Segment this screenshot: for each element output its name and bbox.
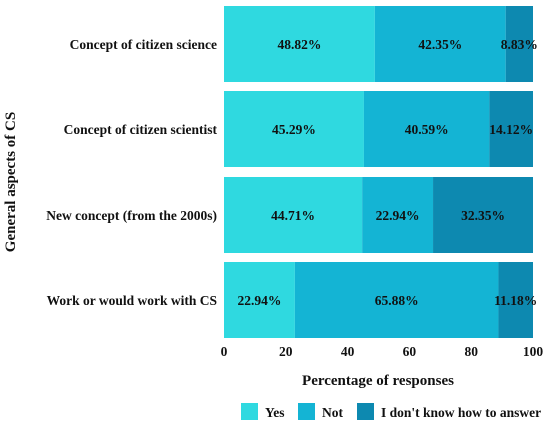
bar-segment bbox=[374, 6, 506, 82]
bar-segment bbox=[224, 6, 375, 82]
bar-segment bbox=[498, 262, 533, 338]
bar-segment bbox=[505, 6, 533, 82]
x-tick-label: 0 bbox=[221, 344, 228, 359]
bar-segment bbox=[362, 177, 434, 253]
legend-label: Yes bbox=[265, 405, 285, 420]
bar-segment bbox=[363, 91, 490, 167]
data-label: 65.88% bbox=[375, 293, 419, 308]
x-tick-label: 100 bbox=[523, 344, 544, 359]
x-tick-label: 80 bbox=[464, 344, 478, 359]
category-label: Concept of citizen scientist bbox=[64, 122, 218, 137]
legend-swatch bbox=[241, 403, 258, 420]
data-label: 44.71% bbox=[271, 208, 315, 223]
y-axis-title: General aspects of CS bbox=[3, 112, 19, 252]
category-label: Concept of citizen science bbox=[70, 37, 217, 52]
x-tick-label: 20 bbox=[279, 344, 293, 359]
data-label: 45.29% bbox=[272, 122, 316, 137]
bar-segment bbox=[433, 177, 533, 253]
x-tick-label: 60 bbox=[403, 344, 417, 359]
bar-segment bbox=[224, 91, 364, 167]
data-label: 8.83% bbox=[501, 37, 538, 52]
data-label: 32.35% bbox=[461, 208, 505, 223]
bar-segment bbox=[224, 177, 363, 253]
data-label: 11.18% bbox=[494, 293, 537, 308]
data-label: 48.82% bbox=[277, 37, 321, 52]
category-label: New concept (from the 2000s) bbox=[46, 208, 217, 223]
legend-swatch bbox=[357, 403, 374, 420]
data-label: 40.59% bbox=[405, 122, 449, 137]
legend-item: Yes bbox=[241, 403, 285, 420]
legend-swatch bbox=[298, 403, 315, 420]
legend-item: Not bbox=[298, 403, 343, 420]
data-label: 22.94% bbox=[238, 293, 282, 308]
data-label: 22.94% bbox=[376, 208, 420, 223]
legend-item: I don't know how to answer bbox=[357, 403, 541, 420]
bar-segment bbox=[489, 91, 533, 167]
x-tick-label: 40 bbox=[341, 344, 355, 359]
bar-segment bbox=[294, 262, 499, 338]
category-label: Work or would work with CS bbox=[47, 293, 217, 308]
x-axis-title: Percentage of responses bbox=[302, 373, 454, 389]
bar-segment bbox=[224, 262, 295, 338]
legend-label: Not bbox=[322, 405, 343, 420]
legend: Yes Not I don't know how to answer bbox=[241, 403, 541, 420]
data-label: 42.35% bbox=[418, 37, 462, 52]
legend-label: I don't know how to answer bbox=[381, 405, 541, 420]
data-label: 14.12% bbox=[489, 122, 533, 137]
